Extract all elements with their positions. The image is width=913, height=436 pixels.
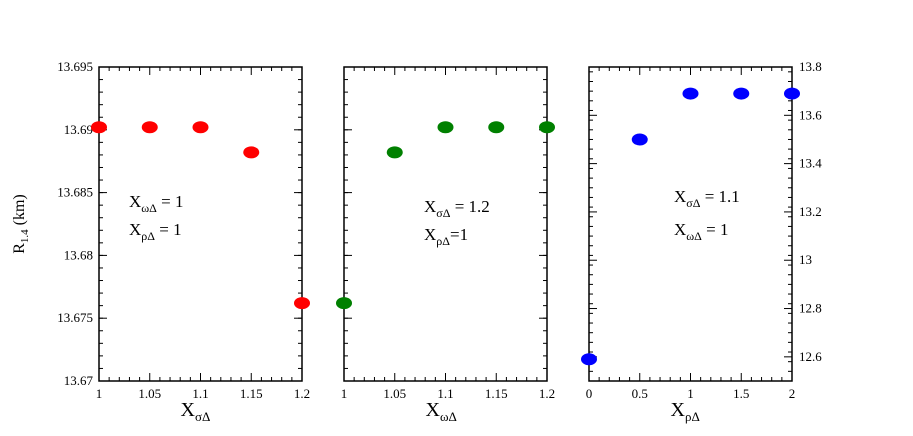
x-axis-title: XωΔ bbox=[426, 399, 457, 424]
data-point bbox=[386, 146, 403, 159]
panel-annotation: XσΔ = 1.2 bbox=[424, 197, 490, 220]
x-tick-label: 0 bbox=[586, 386, 593, 401]
y-tick-label: 13.685 bbox=[57, 185, 93, 200]
y-tick-label-right: 13.8 bbox=[799, 59, 822, 74]
y-tick-label: 13.67 bbox=[64, 373, 94, 388]
data-point bbox=[631, 133, 648, 146]
y-tick-label-right: 12.8 bbox=[799, 301, 822, 316]
x-tick-label: 1.1 bbox=[437, 386, 453, 401]
panel-annotation: XσΔ = 1.1 bbox=[674, 187, 740, 210]
data-point bbox=[243, 146, 260, 159]
data-point bbox=[141, 121, 158, 134]
panel-annotation: XρΔ=1 bbox=[424, 225, 468, 248]
x-tick-label: 1.2 bbox=[294, 386, 310, 401]
x-axis-title: XσΔ bbox=[181, 399, 211, 424]
x-tick-label: 1.15 bbox=[240, 386, 263, 401]
data-point bbox=[682, 87, 699, 100]
x-tick-label: 1.05 bbox=[138, 386, 161, 401]
panel-annotation: XωΔ = 1 bbox=[674, 220, 729, 243]
data-point bbox=[581, 353, 597, 366]
data-point bbox=[488, 121, 505, 134]
data-point bbox=[784, 87, 800, 100]
data-point bbox=[437, 121, 454, 134]
x-tick-label: 1.5 bbox=[733, 386, 749, 401]
panel-2: 1 1.05 1.1 1.15 1.2 bbox=[341, 66, 555, 401]
x-tick-label: 2 bbox=[789, 386, 796, 401]
data-point bbox=[733, 87, 750, 100]
y-tick-label-right: 13 bbox=[799, 252, 812, 267]
y-tick-label-right: 13.2 bbox=[799, 204, 822, 219]
panel-frame bbox=[343, 66, 548, 382]
x-tick-label: 1.15 bbox=[485, 386, 508, 401]
data-point bbox=[91, 121, 107, 134]
x-tick-label: 1.05 bbox=[383, 386, 406, 401]
data-point bbox=[336, 297, 352, 310]
x-tick-label: 1 bbox=[341, 386, 348, 401]
x-tick-label: 0.5 bbox=[632, 386, 648, 401]
data-point bbox=[294, 297, 310, 310]
x-tick-label: 1 bbox=[687, 386, 694, 401]
y-axis-title: R1.4 (km) bbox=[11, 194, 31, 254]
y-tick-label-right: 13.6 bbox=[799, 107, 822, 122]
data-point bbox=[539, 121, 555, 134]
y-tick-label: 13.69 bbox=[64, 122, 93, 137]
y-tick-label: 13.68 bbox=[64, 247, 93, 262]
panel-frame bbox=[588, 66, 793, 382]
data-point bbox=[192, 121, 209, 134]
panel-annotation: XρΔ = 1 bbox=[129, 220, 182, 243]
y-tick-label: 13.695 bbox=[57, 59, 93, 74]
y-tick-label-right: 13.4 bbox=[799, 156, 822, 171]
panel-annotation: XωΔ = 1 bbox=[129, 192, 184, 215]
x-tick-label: 1.2 bbox=[539, 386, 555, 401]
x-axis-title: XρΔ bbox=[671, 399, 700, 424]
x-tick-label: 1 bbox=[96, 386, 103, 401]
panel-3: 0 0.5 1 1.5 2 12.6 12.8 13 13.2 13.4 13.6 13.8 bbox=[586, 59, 823, 401]
y-tick-label-right: 12.6 bbox=[799, 349, 822, 364]
panel-1: 1 1.05 1.1 1.15 1.2 13.67 13.675 13.68 13.685 13.… bbox=[57, 59, 310, 401]
y-tick-label: 13.675 bbox=[57, 310, 93, 325]
x-tick-label: 1.1 bbox=[192, 386, 208, 401]
